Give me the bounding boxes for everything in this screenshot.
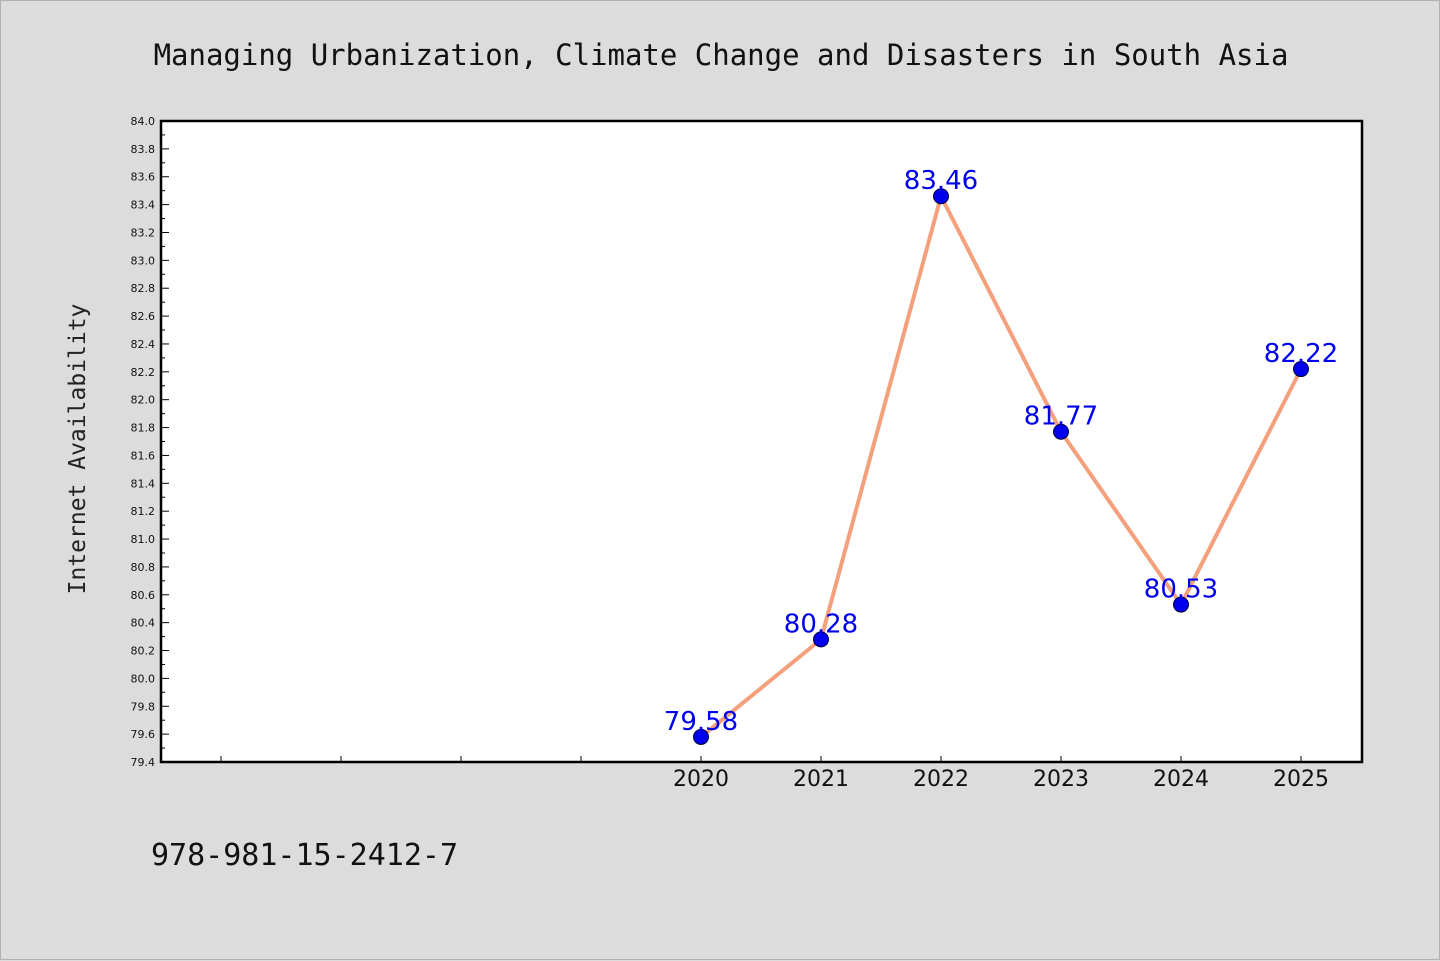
y-tick-label: 80.4 [131, 617, 156, 630]
data-label: 83.46 [904, 166, 978, 196]
y-tick-label: 79.8 [131, 700, 156, 713]
x-tick-label: 2024 [1153, 767, 1209, 792]
data-point [933, 188, 949, 205]
data-label: 80.53 [1144, 575, 1218, 605]
series-line [699, 194, 1303, 739]
data-label: 81.77 [1024, 402, 1098, 432]
y-tick-label: 80.2 [131, 645, 156, 658]
x-tick-label: 2021 [793, 767, 849, 792]
data-point [693, 728, 709, 745]
data-point [813, 631, 829, 648]
y-axis-label: Internet Availability [65, 304, 91, 595]
y-tick-label: 79.6 [131, 728, 156, 741]
y-tick-label: 81.6 [131, 449, 156, 462]
x-tick-label: 2025 [1273, 767, 1329, 792]
data-point [1293, 361, 1309, 378]
data-label: 79.58 [664, 707, 738, 737]
data-label: 82.22 [1264, 339, 1338, 369]
x-tick-label: 2023 [1033, 767, 1089, 792]
markers-group [693, 188, 1309, 745]
y-tick-label: 83.6 [131, 171, 156, 184]
y-tick-label: 83.0 [131, 254, 156, 267]
y-tick-label: 82.8 [131, 282, 156, 295]
y-tick-label: 81.2 [131, 505, 156, 518]
y-tick-label: 83.2 [131, 226, 156, 239]
series-line-group [699, 194, 1303, 739]
y-tick-label: 81.8 [131, 422, 156, 435]
data-labels-group: 79.58 80.28 83.46 81.77 80.53 82.22 [664, 166, 1338, 737]
footer-isbn: 978-981-15-2412-7 [151, 838, 458, 873]
y-tick-label: 82.6 [131, 310, 156, 323]
y-tick-label: 80.8 [131, 561, 156, 574]
y-tick-label: 82.4 [131, 338, 156, 351]
y-tick-label: 83.8 [131, 143, 156, 156]
x-tick-label: 2020 [673, 767, 729, 792]
y-tick-label: 84.0 [131, 115, 156, 128]
chart-title: Managing Urbanization, Climate Change an… [154, 38, 1289, 72]
data-label: 80.28 [784, 609, 858, 639]
y-tick-label: 82.2 [131, 366, 156, 379]
plot-area [159, 119, 1364, 764]
y-tick-label: 80.6 [131, 589, 156, 602]
y-tick-label: 83.4 [131, 199, 156, 212]
y-tick-label: 81.0 [131, 533, 156, 546]
y-tick-label: 81.4 [131, 477, 156, 490]
data-point [1053, 423, 1069, 440]
x-tick-label: 2022 [913, 767, 969, 792]
y-tick-label: 79.4 [131, 756, 156, 769]
y-tick-label: 80.0 [131, 672, 156, 685]
data-point [1173, 596, 1189, 613]
y-tick-label: 82.0 [131, 394, 156, 407]
axis-ticks: 79.4 79.6 79.8 80.0 80.2 80.4 80.6 80.8 81.0 81.2… [131, 115, 1330, 792]
